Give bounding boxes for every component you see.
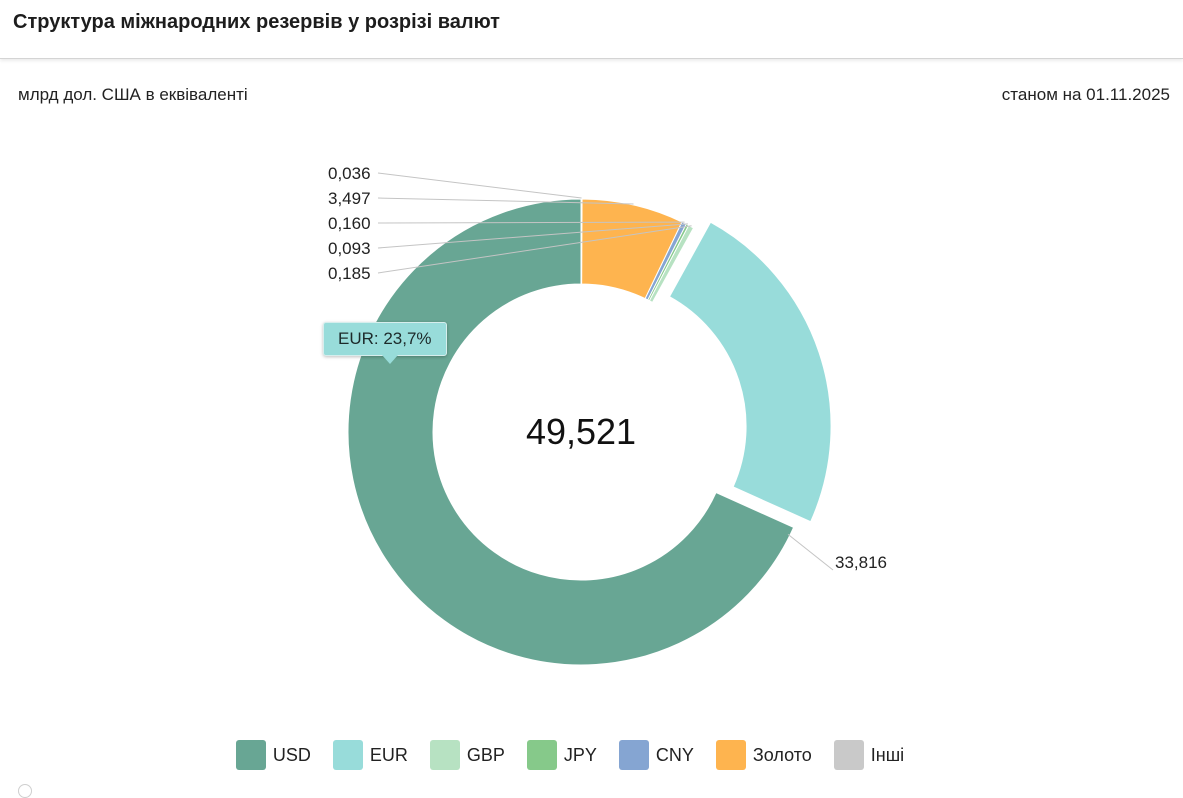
value-label-jpy: 0,093 — [328, 239, 371, 258]
connector-usd — [787, 533, 834, 571]
legend-label-cny: CNY — [655, 744, 694, 765]
date-label: станом на 01.11.2025 — [1001, 85, 1170, 104]
connector-gold — [377, 197, 634, 205]
chart-title: Структура міжнародних резервів у розрізі… — [13, 11, 500, 33]
slice-usd[interactable] — [347, 198, 795, 666]
slice-gold[interactable] — [581, 198, 683, 300]
chart-legend: USD EUR GBP JPY CNY Золото Інші — [0, 740, 1140, 770]
legend-item-jpy[interactable]: JPY — [526, 740, 597, 770]
legend-item-other[interactable]: Інші — [833, 740, 905, 770]
value-label-gbp: 0,185 — [328, 264, 371, 283]
legend-item-gbp[interactable]: GBP — [429, 740, 505, 770]
connector-gbp — [377, 225, 692, 274]
legend-item-cny[interactable]: CNY — [618, 740, 694, 770]
legend-item-gold[interactable]: Золото — [715, 740, 812, 770]
slice-eur[interactable] — [668, 221, 832, 523]
value-label-other: 0,036 — [328, 164, 371, 183]
legend-label-other: Інші — [870, 744, 905, 765]
legend-swatch-cny — [618, 740, 649, 770]
connector-cny — [377, 221, 685, 224]
chart-header: Структура міжнародних резервів у розрізі… — [0, 0, 1183, 59]
connector-other — [377, 172, 582, 199]
legend-label-eur: EUR — [369, 744, 408, 765]
connector-jpy — [377, 223, 688, 249]
units-label: млрд дол. США в еквіваленті — [18, 85, 248, 104]
corner-indicator — [18, 784, 32, 798]
slice-tooltip: EUR: 23,7% — [323, 322, 447, 364]
value-label-cny: 0,160 — [328, 214, 371, 233]
legend-item-usd[interactable]: USD — [235, 740, 311, 770]
legend-item-eur[interactable]: EUR — [332, 740, 408, 770]
legend-swatch-eur — [332, 740, 363, 770]
donut-chart: 0,036 3,497 0,160 0,093 0,185 33,816 49,521 — [328, 164, 887, 666]
legend-swatch-usd — [235, 740, 266, 770]
legend-label-gold: Золото — [752, 744, 812, 765]
legend-swatch-other — [833, 740, 864, 770]
value-label-gold: 3,497 — [328, 189, 371, 208]
legend-swatch-gold — [715, 740, 746, 770]
legend-swatch-gbp — [429, 740, 460, 770]
legend-label-jpy: JPY — [563, 744, 597, 765]
legend-label-gbp: GBP — [466, 744, 505, 765]
legend-label-usd: USD — [272, 744, 311, 765]
center-total-label: 49,521 — [526, 411, 636, 452]
value-label-usd: 33,816 — [835, 553, 887, 572]
legend-swatch-jpy — [526, 740, 557, 770]
